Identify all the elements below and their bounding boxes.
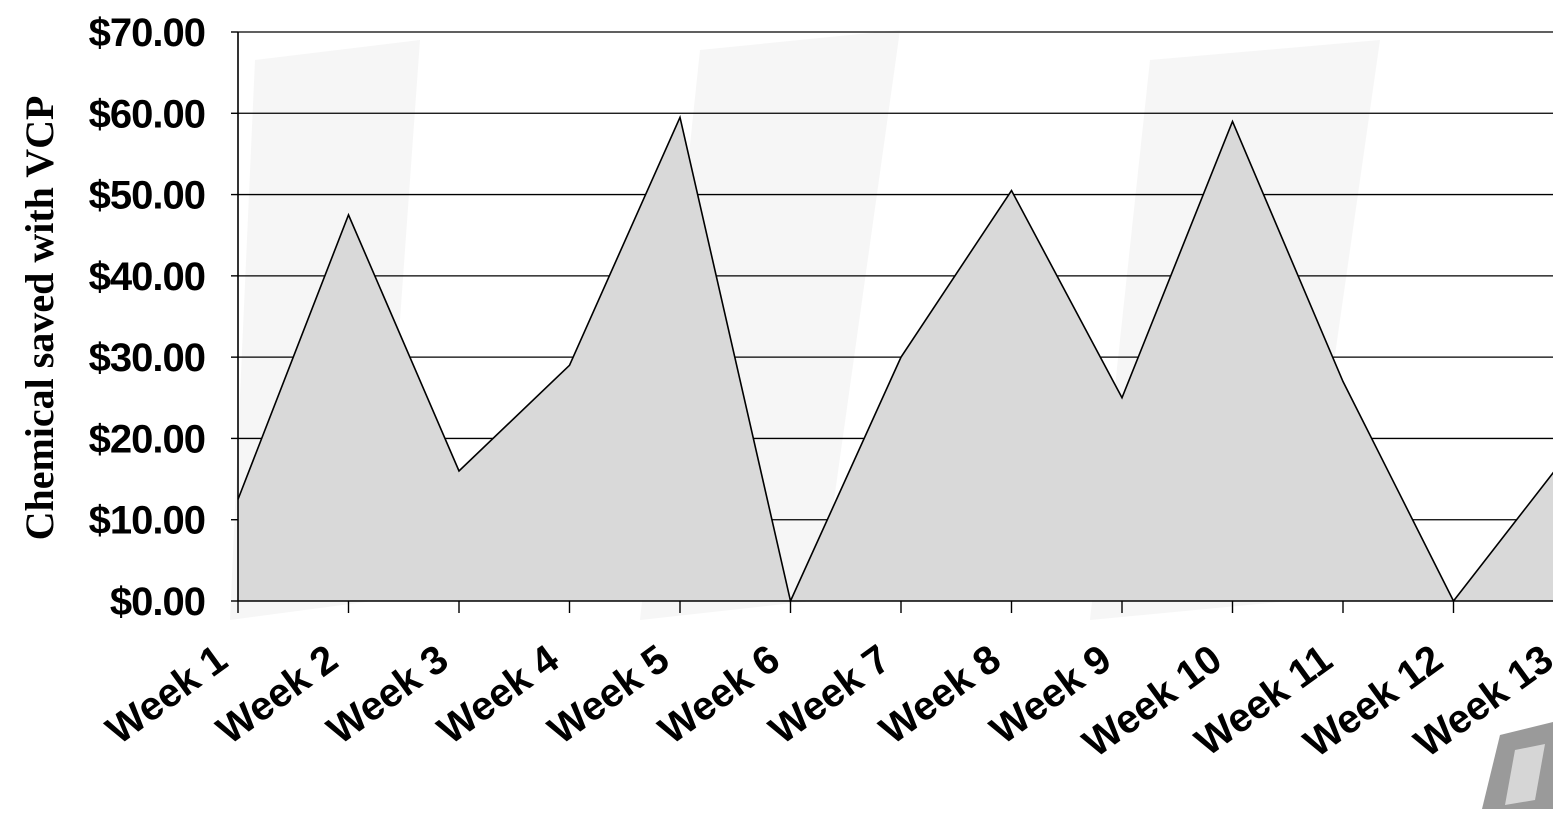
y-tick-label: $10.00 <box>89 499 205 543</box>
x-tick-label: Week 7 <box>761 637 898 753</box>
y-tick-labels: $0.00 $10.00 $20.00 $30.00 $40.00 $50.00 $60.0… <box>89 11 205 624</box>
x-tick-label: Week 3 <box>319 637 456 753</box>
y-tick-label: $20.00 <box>89 417 205 461</box>
y-tick-label: $60.00 <box>89 92 205 136</box>
x-tick-label: Week 4 <box>430 636 567 753</box>
brand-logo-corner <box>1482 722 1553 809</box>
y-tick-label: $40.00 <box>89 255 205 299</box>
y-tick-label: $30.00 <box>89 336 205 380</box>
y-axis-title: Chemical saved with VCP <box>17 96 62 541</box>
x-tick-label: Week 1 <box>98 637 235 753</box>
y-tick-label: $50.00 <box>89 174 205 218</box>
x-tick-label: Week 8 <box>872 637 1009 753</box>
x-tick-label: Week 5 <box>540 637 677 753</box>
x-tick-label: Week 6 <box>651 637 788 753</box>
y-tick-label: $70.00 <box>89 11 205 55</box>
y-tick-label: $0.00 <box>110 580 205 624</box>
x-tick-label: Week 2 <box>209 637 346 753</box>
